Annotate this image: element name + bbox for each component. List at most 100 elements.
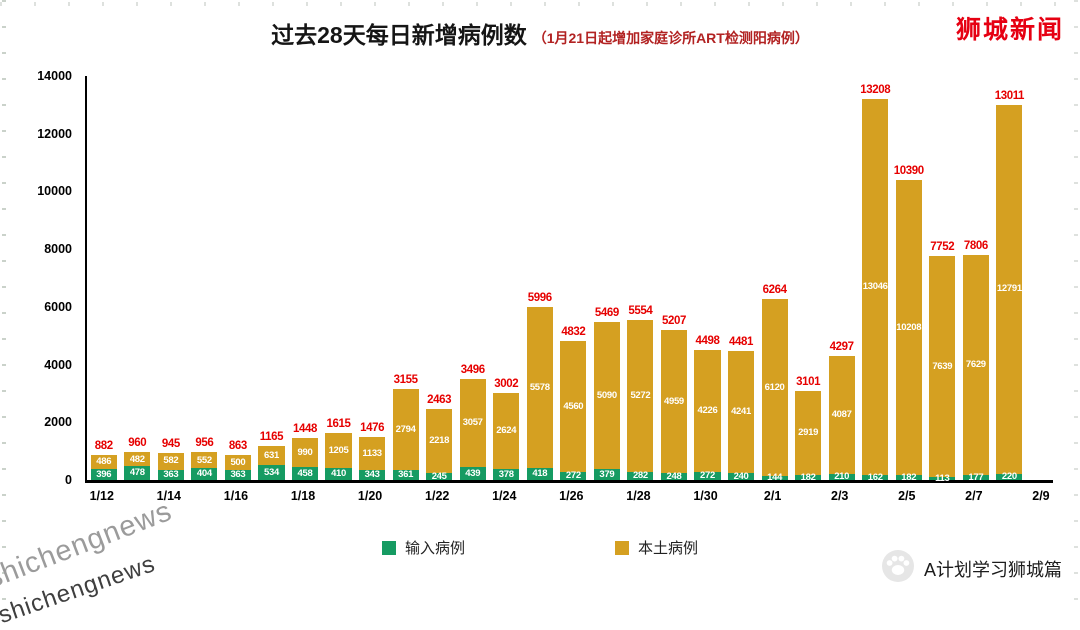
imported-segment: 182: [795, 471, 822, 483]
imported-segment: 272: [694, 471, 721, 480]
imported-segment: 248: [660, 470, 688, 482]
legend-item-local: 本土病例: [615, 537, 698, 558]
local-value-label: 4560: [563, 400, 584, 412]
local-segment: 482: [124, 452, 151, 467]
y-axis-labels: 0 2000 4000 6000 8000 10000 12000 14000: [0, 69, 78, 487]
local-segment: 12791: [996, 104, 1023, 474]
imported-value-label: 220: [1001, 471, 1017, 483]
imported-value-label: 210: [834, 471, 850, 483]
y-tick-label: 12000: [37, 126, 72, 141]
imported-segment: 113: [929, 474, 956, 483]
local-value-label: 4959: [663, 395, 684, 407]
imported-segment: 177: [962, 473, 989, 482]
footer-brand-text: A计划学习狮城篇: [923, 559, 1062, 580]
bar-1/15: 956 552 404: [188, 76, 222, 480]
local-segment: 2624: [493, 393, 520, 470]
frame-ticks-top: [0, 2, 1080, 6]
x-tick-label: 2/3: [830, 489, 849, 503]
plot-frame: 882 486 396 960 482 478 945 582 363 956 552 404 863 5…: [85, 76, 1053, 483]
paw-print-icon: [881, 549, 915, 588]
bar-1/21: 3155 2794 361: [389, 76, 423, 480]
x-tick-label: 1/26: [559, 489, 584, 503]
imported-value-label: 182: [800, 471, 816, 483]
bar-1/16: 863 500 363: [221, 76, 255, 480]
bar-2/8: 13011 12791 220: [993, 76, 1027, 483]
chart-legend: 输入病例 本土病例: [0, 537, 1080, 558]
legend-label-imported: 输入病例: [404, 540, 465, 557]
local-segment: 2919: [795, 390, 822, 475]
local-segment: 5578: [526, 307, 553, 468]
bar-1/17: 1165 631 534: [255, 76, 289, 480]
local-value-label: 582: [163, 455, 179, 467]
imported-value-label: 439: [465, 467, 481, 479]
brand-logo-text: 狮城新闻: [955, 17, 1064, 44]
local-value-label: 5090: [596, 389, 617, 401]
local-value-label: 10208: [896, 321, 922, 333]
local-value-label: 1133: [362, 448, 382, 460]
total-label: 10390: [893, 165, 924, 178]
local-value-label: 6120: [764, 381, 785, 393]
imported-value-label: 379: [599, 468, 615, 480]
total-label: 3155: [393, 373, 418, 386]
imported-value-label: 240: [733, 470, 749, 482]
total-label: 1165: [259, 431, 284, 444]
total-label: 4481: [729, 335, 754, 348]
imported-value-label: 248: [666, 470, 682, 482]
x-tick-label: 1/24: [492, 489, 517, 503]
x-tick-label: 1/18: [290, 489, 316, 503]
imported-segment: 534: [258, 464, 285, 480]
chart-subtitle: （1月21日起增加家庭诊所ART检测阳病例）: [532, 30, 809, 46]
imported-segment: 478: [124, 466, 151, 480]
imported-value-label: 343: [364, 469, 380, 481]
imported-value-label: 162: [867, 471, 883, 483]
local-segment: 500: [224, 455, 251, 470]
chart-title-row: 过去28天每日新增病例数 （1月21日起增加家庭诊所ART检测阳病例）: [0, 16, 1080, 50]
local-value-label: 500: [230, 456, 246, 468]
frame-ticks-right: [1074, 0, 1078, 612]
bar-1/24: 3002 2624 378: [490, 76, 524, 480]
imported-value-label: 534: [263, 466, 279, 478]
imported-segment: 144: [761, 473, 788, 482]
local-segment: 3057: [459, 379, 486, 468]
local-segment: 1133: [359, 437, 386, 471]
x-axis-labels: 1/12 1/14 1/16 1/18 1/20 1/22 1/24 1/26 1/28 1/30…: [85, 487, 1051, 505]
y-tick-label: 6000: [44, 299, 72, 314]
legend-item-imported: 输入病例: [381, 537, 465, 558]
bar-1/25: 5996 5578 418: [523, 76, 557, 480]
total-label: 1448: [293, 423, 318, 436]
x-tick-label: 2/1: [763, 489, 782, 503]
total-label: 13011: [994, 89, 1025, 102]
local-segment: 990: [291, 438, 319, 467]
imported-segment: 404: [191, 468, 218, 480]
total-label: 7806: [963, 239, 988, 252]
imported-segment: 410: [325, 468, 352, 480]
imported-value-label: 272: [565, 470, 581, 482]
local-value-label: 2794: [395, 423, 416, 435]
bar-1/27: 5469 5090 379: [590, 76, 624, 480]
imported-segment: 378: [493, 468, 520, 480]
imported-segment: 162: [862, 471, 889, 483]
x-tick-label: 2/5: [898, 489, 916, 503]
total-label: 3496: [460, 364, 485, 377]
imported-value-label: 363: [163, 469, 179, 481]
imported-segment: 210: [828, 471, 855, 483]
imported-segment: 396: [90, 468, 117, 480]
imported-value-label: 245: [431, 470, 447, 482]
local-segment: 13046: [862, 98, 889, 476]
imported-value-label: 378: [498, 468, 514, 480]
imported-segment: 379: [593, 468, 620, 480]
x-tick-label: 1/28: [626, 489, 651, 503]
bar-1/18: 1448 990 458: [288, 76, 322, 480]
bar-1/28: 5554 5272 282: [624, 76, 658, 480]
imported-value-label: 404: [196, 468, 212, 480]
bar-1/13: 960 482 478: [121, 76, 155, 480]
local-value-label: 13046: [862, 281, 888, 293]
local-segment: 4560: [560, 340, 587, 473]
imported-segment: 418: [526, 467, 553, 480]
x-tick-label: 1/20: [357, 489, 383, 503]
local-value-label: 7629: [965, 359, 986, 371]
bar-2/7: 7806 7629 177: [959, 76, 993, 482]
total-label: 5554: [628, 304, 653, 317]
total-label: 5996: [527, 291, 552, 304]
total-label: 7752: [930, 241, 955, 254]
